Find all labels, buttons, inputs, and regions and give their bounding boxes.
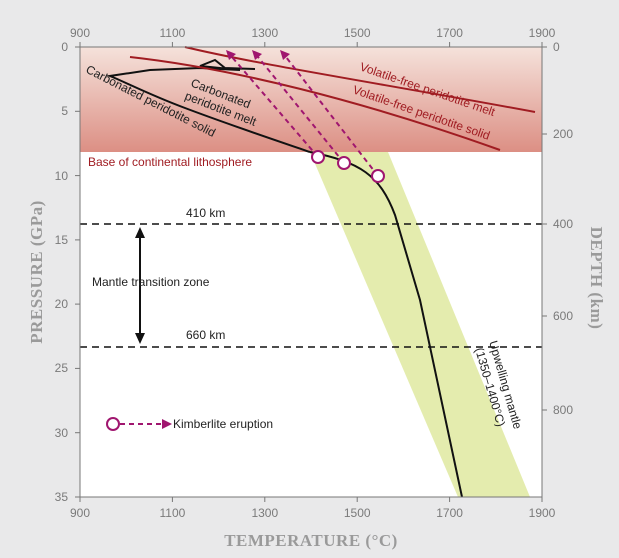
depth-tick-800: 800 xyxy=(553,403,573,417)
x-tick-top-1700: 1700 xyxy=(436,26,463,40)
x-tick-top-1300: 1300 xyxy=(251,26,278,40)
carbonated-solidus-curve xyxy=(106,58,311,153)
x-tick-bottom-1100: 1100 xyxy=(159,506,185,520)
x-tick-bottom-1900: 1900 xyxy=(529,506,556,520)
x-axis-title: TEMPERATURE (°C) xyxy=(224,531,398,550)
label-410km: 410 km xyxy=(186,206,225,220)
x-tick-bottom-1700: 1700 xyxy=(436,506,463,520)
legend-kimberlite-label: Kimberlite eruption xyxy=(173,417,273,431)
kimberlite-arrows xyxy=(231,56,379,177)
y-tick-5: 5 xyxy=(61,104,68,118)
legend-kimberlite-marker xyxy=(106,417,120,431)
depth-tick-600: 600 xyxy=(553,309,573,323)
x-tick-top-1900: 1900 xyxy=(529,26,556,40)
label-base-lithosphere: Base of continental lithosphere xyxy=(88,155,252,169)
label-transition-zone: Mantle transition zone xyxy=(92,275,210,289)
x-tick-top-1100: 1100 xyxy=(159,26,185,40)
y-tick-0: 0 xyxy=(61,40,68,54)
kimberlite-origins xyxy=(311,150,385,183)
volatile-free-melt-line xyxy=(184,46,536,113)
depth-tick-200: 200 xyxy=(553,127,573,141)
label-660km: 660 km xyxy=(186,328,225,342)
y-tick-25: 25 xyxy=(55,361,69,375)
x-tick-bottom-900: 900 xyxy=(70,506,90,520)
y-tick-30: 30 xyxy=(55,426,69,440)
depth-tick-400: 400 xyxy=(553,217,573,231)
y-tick-35: 35 xyxy=(55,490,69,504)
x-tick-bottom-1500: 1500 xyxy=(344,506,371,520)
x-tick-top-900: 900 xyxy=(70,26,90,40)
legend-kimberlite: Kimberlite eruption xyxy=(106,417,273,431)
legend-kimberlite-arrowhead xyxy=(162,419,172,429)
y-axis-title-left: PRESSURE (GPa) xyxy=(27,200,46,343)
plot-frame xyxy=(79,46,543,498)
axis-ticks xyxy=(75,42,547,502)
x-tick-bottom-1300: 1300 xyxy=(251,506,278,520)
upwelling-band xyxy=(310,152,530,497)
transition-zone-arrow xyxy=(135,227,145,344)
y-axis-title-right: DEPTH (km) xyxy=(587,227,606,330)
kimberlite-arrowheads xyxy=(226,50,290,60)
y-tick-15: 15 xyxy=(55,233,69,247)
y-tick-10: 10 xyxy=(55,169,69,183)
volatile-free-solid-line xyxy=(129,56,501,151)
x-tick-top-1500: 1500 xyxy=(344,26,371,40)
depth-tick-0: 0 xyxy=(553,40,560,54)
y-tick-20: 20 xyxy=(55,297,69,311)
